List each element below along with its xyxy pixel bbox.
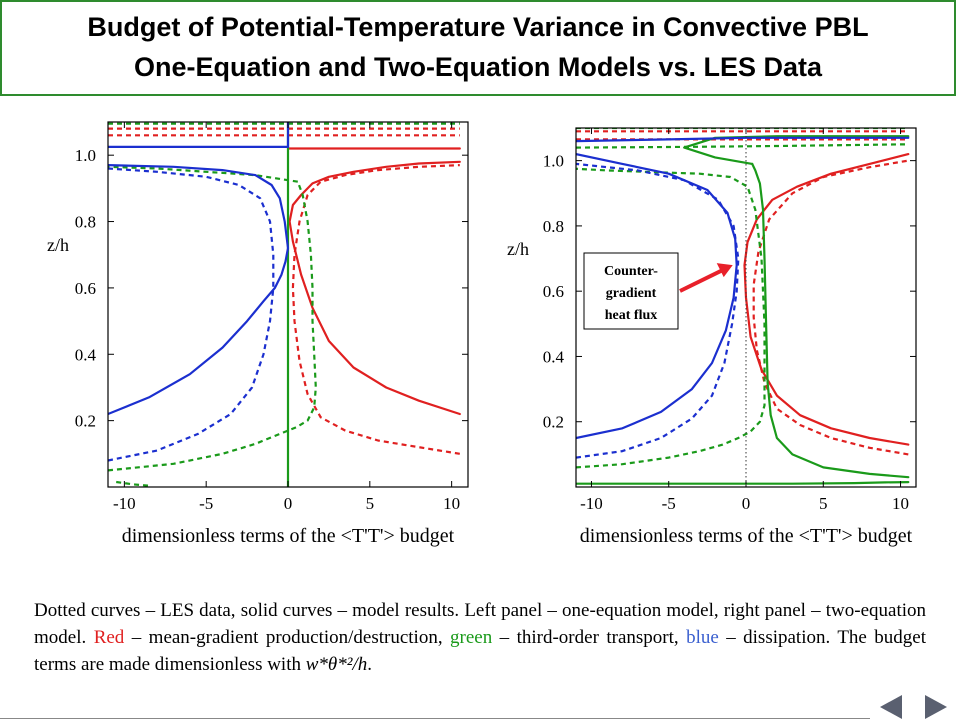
y-tick-label: 1.0 — [543, 152, 564, 171]
green-les-curve-6 — [108, 181, 317, 472]
red-model-curve-0 — [288, 160, 461, 416]
page-subtitle: One-Equation and Two-Equation Models vs.… — [133, 52, 823, 82]
x-tick-label: 10 — [892, 494, 909, 513]
y-axis-label: z/h — [507, 239, 529, 259]
y-tick-label: 0.8 — [543, 217, 564, 236]
blue-les-curve-13 — [108, 167, 275, 462]
figure-caption: Dotted curves – LES data, solid curves –… — [34, 597, 926, 678]
annotation-box — [583, 252, 679, 330]
annotation-text-line: heat flux — [605, 308, 658, 323]
green-model-curve-4 — [576, 481, 910, 485]
green-les-curve-7 — [576, 167, 766, 469]
red-les-curve-2 — [291, 164, 460, 455]
green-model-curve-5 — [751, 162, 910, 479]
x-tick-label: 5 — [819, 494, 828, 513]
left-panel-chart: -10 -5 0 5 10 0.2 0.4 0.6 0.8 1.0 z/h dimensionless… — [47, 121, 469, 547]
caption-text-2: – mean-gradient production/destruction, — [124, 627, 451, 648]
x-axis-label: dimensionless terms of the <T'T'> budget — [122, 525, 455, 547]
blue-model-curve-10 — [108, 163, 290, 416]
y-tick-label: 1.0 — [75, 146, 96, 165]
y-axis-label: z/h — [47, 235, 69, 255]
x-tick-label: 5 — [366, 494, 375, 513]
green-les-curve-8 — [576, 143, 909, 149]
caption-red-word: Red — [93, 627, 125, 648]
blue-model-curve-11 — [576, 136, 910, 143]
x-tick-label: 0 — [742, 494, 751, 513]
caption-text-3: – third-order transport, — [492, 627, 687, 648]
plot-area — [108, 122, 461, 487]
bottom-divider — [0, 718, 870, 719]
caption-text-5: . — [367, 654, 372, 675]
caption-blue-word: blue — [686, 627, 719, 648]
previous-slide-button[interactable] — [880, 695, 902, 719]
x-tick-label: 0 — [284, 494, 293, 513]
x-axis-label: dimensionless terms of the <T'T'> budget — [580, 525, 913, 547]
y-tick-label: 0.8 — [75, 213, 96, 232]
right-panel-chart: -10 -5 0 5 10 0.2 0.4 0.6 0.8 1.0 z/h dimensionless… — [507, 127, 917, 547]
x-tick-label: -10 — [580, 494, 603, 513]
red-les-curve-1 — [752, 159, 909, 456]
x-tick-label: -5 — [199, 494, 213, 513]
red-model-curve-0 — [743, 152, 910, 446]
blue-model-curve-10 — [576, 152, 738, 440]
caption-formula: w*θ*²/h — [305, 654, 368, 675]
blue-les-curve-12 — [576, 162, 740, 459]
next-slide-button[interactable] — [925, 695, 947, 719]
caption-green-word: green — [450, 627, 493, 648]
caption-text-1: Dotted curves – LES data, solid curves –… — [34, 600, 926, 648]
title-box: Budget of Potential-Temperature Variance… — [0, 0, 956, 96]
y-tick-label: 0.4 — [75, 345, 97, 364]
green-les-curve-9 — [116, 480, 149, 487]
green-les-curve-7 — [108, 165, 298, 183]
y-tick-label: 0.4 — [543, 347, 565, 366]
x-tick-label: -10 — [113, 494, 136, 513]
annotation-arrow — [679, 267, 726, 293]
annotation-text-line: Counter- — [604, 264, 658, 279]
y-tick-label: 0.6 — [75, 279, 96, 298]
y-tick-label: 0.2 — [75, 412, 96, 431]
y-tick-label: 0.2 — [543, 413, 564, 432]
page-title: Budget of Potential-Temperature Variance… — [87, 12, 869, 42]
plot-area — [576, 128, 910, 485]
caption-text-4: – dissipation. The budget terms are made… — [34, 627, 927, 675]
y-tick-label: 0.6 — [543, 282, 564, 301]
x-tick-label: 10 — [443, 494, 460, 513]
annotation-text-line: gradient — [606, 286, 657, 301]
x-tick-label: -5 — [662, 494, 676, 513]
annotation-arrowhead — [716, 263, 733, 278]
